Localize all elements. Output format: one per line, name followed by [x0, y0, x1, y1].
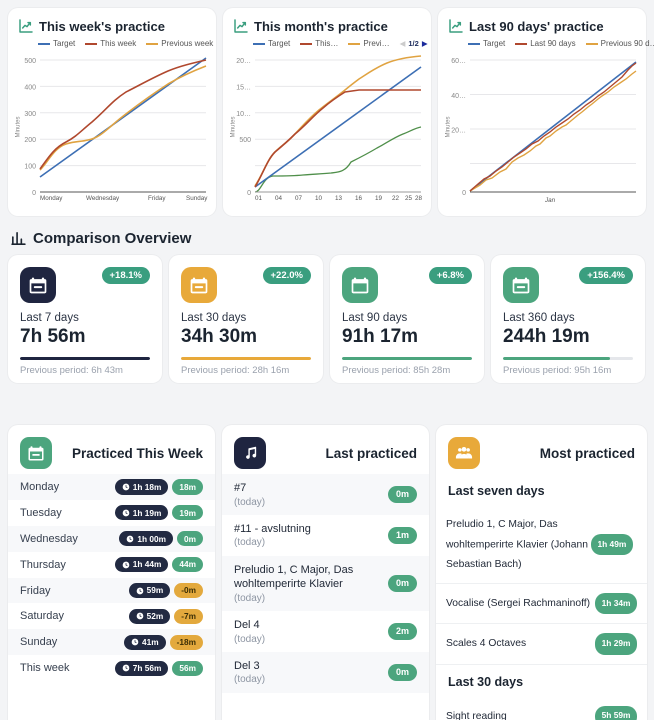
- svg-text:04: 04: [275, 195, 283, 202]
- svg-text:400: 400: [24, 84, 36, 91]
- svg-text:Jan: Jan: [544, 197, 556, 202]
- svg-text:300: 300: [24, 111, 36, 118]
- svg-text:40…: 40…: [451, 93, 466, 100]
- svg-text:Wednesday: Wednesday: [86, 195, 120, 202]
- svg-text:19: 19: [375, 195, 383, 202]
- svg-text:Sunday: Sunday: [186, 195, 208, 202]
- svg-text:60…: 60…: [451, 58, 466, 65]
- svg-text:10…: 10…: [236, 111, 251, 118]
- svg-text:Monday: Monday: [40, 195, 63, 202]
- svg-text:25: 25: [405, 195, 413, 202]
- svg-text:07: 07: [295, 195, 303, 202]
- svg-text:500: 500: [239, 137, 251, 144]
- svg-text:20…: 20…: [451, 127, 466, 134]
- svg-text:Friday: Friday: [148, 195, 166, 202]
- svg-text:22: 22: [392, 195, 400, 202]
- svg-text:500: 500: [24, 58, 36, 65]
- svg-text:15…: 15…: [236, 84, 251, 91]
- svg-text:20…: 20…: [236, 58, 251, 65]
- svg-text:0: 0: [462, 190, 466, 197]
- svg-text:100: 100: [24, 164, 36, 171]
- svg-text:13: 13: [335, 195, 343, 202]
- svg-text:28: 28: [415, 195, 423, 202]
- svg-text:200: 200: [24, 137, 36, 144]
- svg-text:0: 0: [32, 190, 36, 197]
- svg-text:16: 16: [355, 195, 363, 202]
- svg-text:0: 0: [247, 190, 251, 197]
- svg-text:01: 01: [255, 195, 263, 202]
- svg-text:10: 10: [315, 195, 323, 202]
